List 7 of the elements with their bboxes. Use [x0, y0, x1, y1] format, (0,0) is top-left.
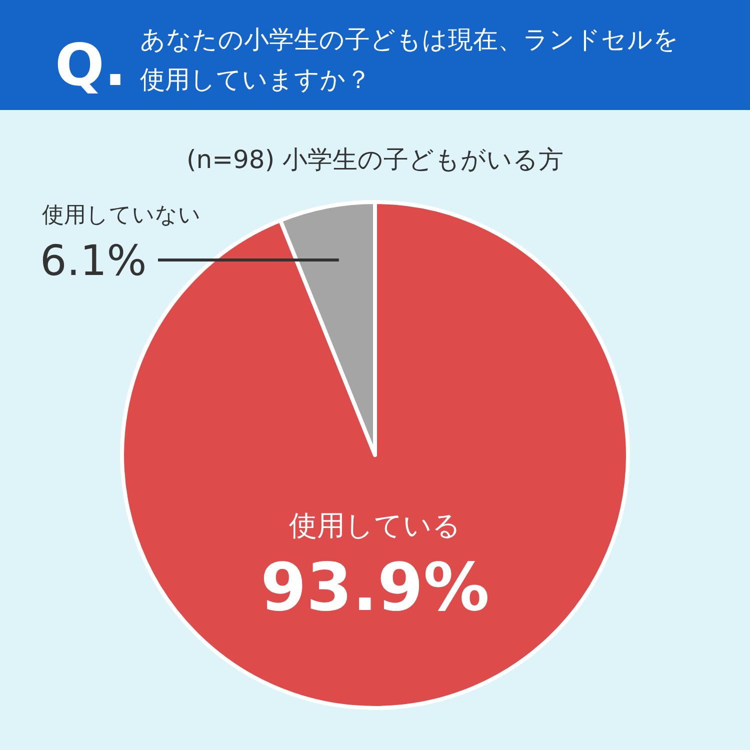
chart-subtitle: (n=98) 小学生の子どもがいる方 — [186, 145, 564, 174]
slice-label: 使用していない — [42, 203, 201, 228]
slice-label: 使用している — [289, 509, 461, 542]
text: Q. — [55, 31, 126, 99]
data-label: 93.9% — [260, 549, 490, 626]
chart-title: あなたの小学生の子どもは現在、ランドセルを使用していますか？ — [140, 25, 679, 94]
data-label: 6.1% — [40, 236, 147, 285]
